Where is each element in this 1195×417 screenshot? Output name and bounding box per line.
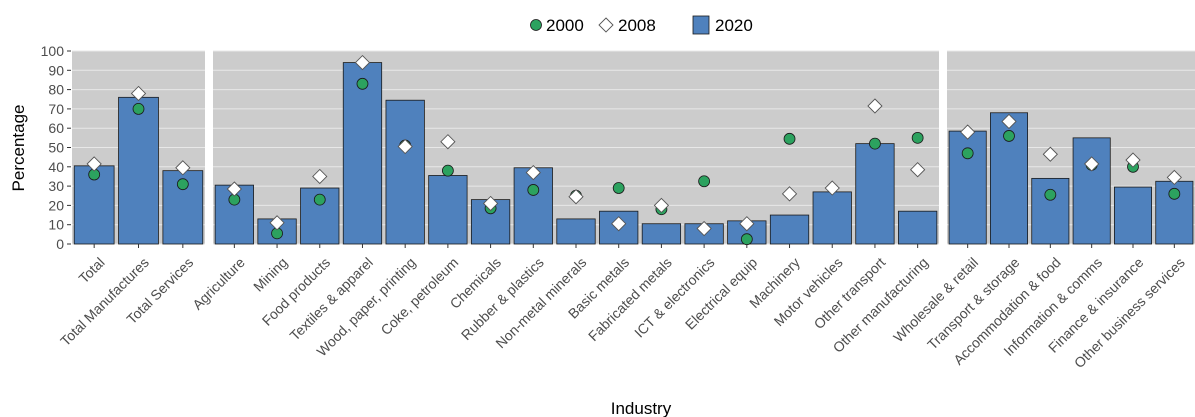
point-2008-wood-paper-printing — [397, 138, 413, 155]
y-tick-label: 70 — [48, 101, 64, 117]
legend-marker-2008 — [598, 17, 614, 33]
point-2008-rubber-plastics — [525, 164, 541, 181]
y-axis-title: Percentage — [9, 105, 28, 192]
bar-non-metal-minerals — [556, 218, 596, 245]
point-2000-accommodation-food — [1044, 188, 1057, 201]
point-2008-information-comms — [1084, 156, 1100, 172]
x-tick-label: Agriculture — [189, 254, 248, 313]
point-2000-wholesale-retail — [961, 147, 974, 160]
point-2008-electrical-equip — [739, 216, 755, 232]
point-2000-rubber-plastics — [527, 184, 540, 196]
point-2008-motor-vehicles — [824, 180, 840, 196]
point-2000-other-transport — [869, 137, 881, 150]
panel-2 — [213, 50, 939, 246]
y-axis: 0 10 20 30 40 50 60 70 80 90 100 — [41, 43, 71, 252]
bar-wood-paper-printing — [385, 99, 425, 245]
x-tick-label: Coke, petroleum — [377, 254, 461, 338]
point-2008-other-manufacturing — [910, 162, 926, 178]
legend-label-2008: 2008 — [618, 16, 656, 35]
point-2008-total-services — [175, 160, 191, 176]
legend: 2000 2008 2020 — [530, 15, 753, 35]
point-2000-other-business-services — [1168, 187, 1181, 200]
point-2008-wholesale-retail — [960, 124, 976, 140]
bar-motor-vehicles — [812, 191, 852, 245]
y-tick-label: 0 — [56, 236, 64, 252]
point-2000-total-services — [176, 178, 189, 191]
bar-information-comms — [1072, 137, 1111, 245]
panel-3 — [947, 50, 1195, 245]
point-2008-coke-petroleum — [440, 134, 456, 150]
point-2000-food-products — [313, 193, 326, 206]
bar-coke-petroleum — [428, 175, 468, 245]
point-2000-textiles-apparel — [356, 77, 369, 90]
y-tick-label: 60 — [48, 120, 64, 136]
bar-rubber-plastics — [513, 167, 553, 245]
point-2008-fabricated-metals — [653, 197, 670, 214]
y-tick-label: 50 — [48, 140, 64, 156]
y-tick-label: 30 — [48, 178, 64, 194]
y-tick-label: 20 — [48, 197, 64, 213]
point-2008-basic-metals — [611, 216, 627, 232]
point-2008-ict-electronics — [696, 220, 712, 237]
bar-other-transport — [855, 143, 895, 245]
x-tick-label: Mining — [250, 254, 290, 294]
point-2008-chemicals — [482, 195, 499, 212]
point-2008-textiles-apparel — [354, 54, 371, 71]
plot-panels — [72, 50, 1195, 246]
bar-finance-insurance — [1114, 186, 1153, 245]
y-tick-label: 90 — [48, 62, 64, 78]
bar-machinery — [769, 214, 810, 245]
point-2000-basic-metals — [612, 182, 625, 194]
y-tick-label: 10 — [48, 217, 64, 233]
point-2000-electrical-equip — [740, 233, 753, 246]
point-2000-other-manufacturing — [911, 131, 924, 144]
point-2008-accommodation-food — [1042, 146, 1058, 162]
bar-total-manufactures — [118, 96, 159, 245]
point-2008-finance-insurance — [1125, 152, 1141, 168]
point-2000-coke-petroleum — [441, 164, 454, 177]
point-2000-transport-storage — [1003, 130, 1015, 142]
point-2000-total-manufactures — [132, 103, 145, 115]
x-axis-title: Industry — [611, 399, 672, 417]
point-2008-other-transport — [867, 98, 883, 114]
legend-marker-2020 — [692, 15, 710, 35]
legend-marker-2000 — [530, 19, 542, 31]
point-2008-total-manufactures — [130, 85, 147, 102]
point-2008-transport-storage — [1001, 113, 1017, 130]
point-2008-other-business-services — [1166, 169, 1182, 186]
point-2000-ict-electronics — [698, 175, 711, 188]
bar-accommodation-food — [1031, 177, 1070, 245]
y-tick-label: 100 — [41, 43, 65, 59]
point-2008-food-products — [312, 168, 328, 185]
point-2008-agriculture — [226, 181, 242, 197]
point-2008-non-metal-minerals — [568, 189, 584, 205]
point-2008-total — [86, 156, 102, 172]
bar-other-manufacturing — [898, 210, 938, 245]
legend-label-2000: 2000 — [546, 16, 584, 35]
point-2000-machinery — [783, 132, 796, 145]
bar-textiles-apparel — [342, 62, 383, 245]
y-tick-label: 40 — [48, 159, 64, 175]
panel-1 — [72, 50, 205, 245]
bar-fabricated-metals — [641, 223, 682, 245]
point-2008-machinery — [781, 186, 798, 202]
x-tick-label: Total — [75, 254, 107, 286]
point-2008-mining — [269, 215, 285, 231]
legend-label-2020: 2020 — [715, 16, 753, 35]
y-tick-label: 80 — [48, 82, 64, 98]
